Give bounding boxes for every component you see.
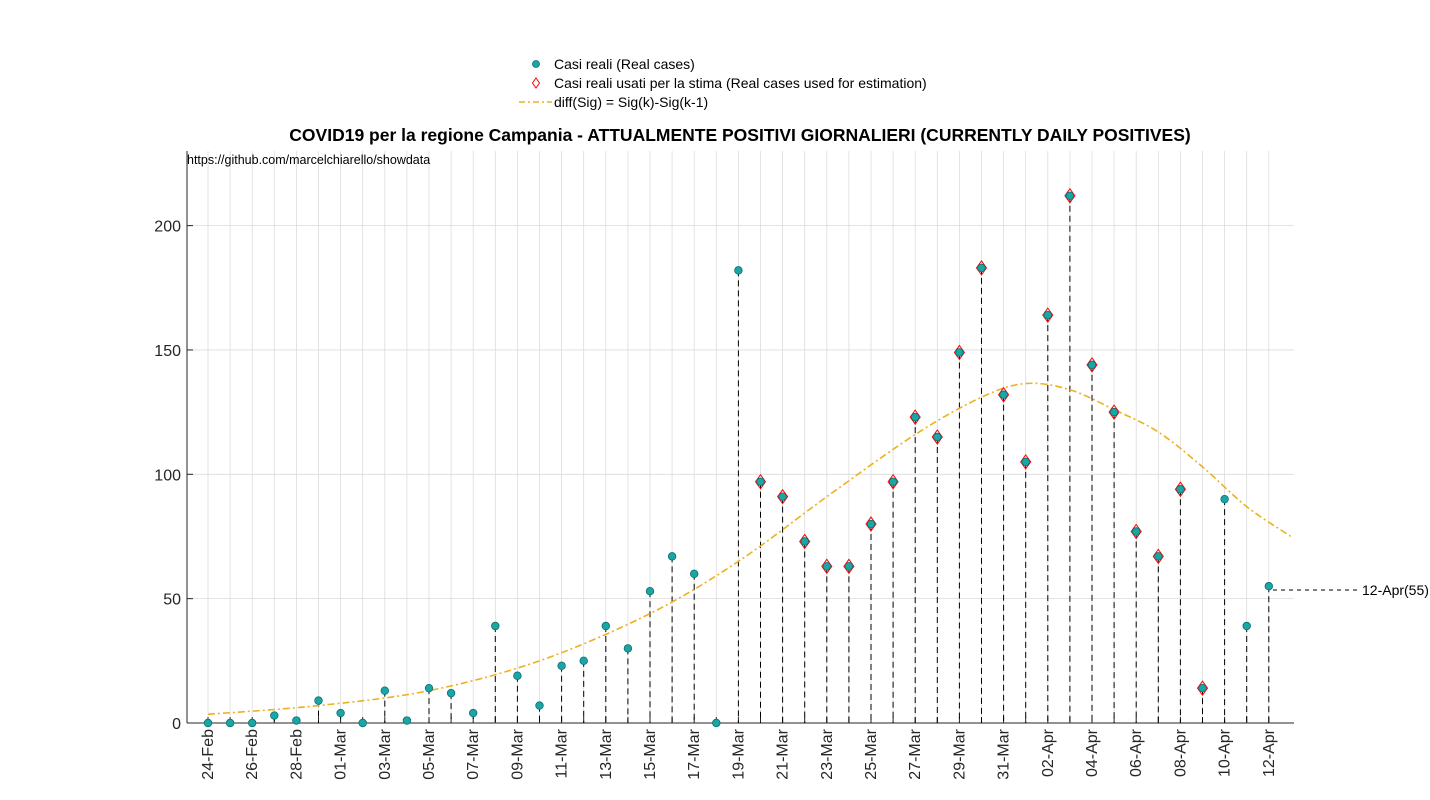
y-tick-label: 0: [172, 716, 181, 733]
real-case-point: [446, 688, 456, 698]
y-axis-ticks: 0 50 100 150 200: [154, 219, 193, 733]
real-case-point: [844, 562, 854, 571]
real-case-point: [1242, 621, 1251, 631]
x-tick-label: 01-Mar: [333, 728, 350, 779]
x-tick-label: 04-Apr: [1084, 728, 1101, 777]
real-case-point: [1087, 360, 1097, 370]
data-points: [203, 187, 1273, 728]
x-tick-label: 07-Mar: [465, 728, 482, 779]
real-case-point: [601, 621, 610, 631]
real-case-point: [911, 412, 920, 422]
real-case-point: [380, 686, 389, 695]
real-case-point: [513, 671, 522, 680]
real-case-point: [1043, 310, 1052, 320]
real-case-point: [888, 477, 898, 486]
real-case-point: [203, 718, 213, 728]
real-case-point: [778, 492, 787, 501]
real-case-point: [1065, 191, 1075, 200]
legend: Casi reali (Real cases) Casi reali usati…: [519, 56, 927, 110]
real-case-point: [535, 701, 544, 710]
real-case-point: [933, 432, 942, 442]
x-tick-label: 05-Mar: [421, 728, 438, 779]
real-case-point: [734, 266, 743, 275]
real-case-point: [225, 718, 235, 728]
real-case-point: [1176, 485, 1185, 494]
fit-curve-line: [207, 382, 1292, 716]
real-case-point: [292, 716, 301, 725]
real-case-point: [402, 716, 412, 725]
real-case-point: [977, 263, 986, 273]
real-case-point: [1021, 457, 1030, 467]
x-tick-label: 11-Mar: [554, 728, 571, 778]
x-axis-ticks: 24-Feb 26-Feb 28-Feb 01-Mar 03-Mar 05-Mar 07-M…: [200, 717, 1278, 780]
x-tick-label: 03-Mar: [377, 728, 394, 779]
real-case-point: [690, 569, 699, 578]
x-tick-label: 13-Mar: [598, 728, 615, 779]
real-case-point: [712, 718, 721, 728]
x-tick-label: 10-Apr: [1217, 728, 1234, 777]
legend-label-estimation: Casi reali usati per la stima (Real case…: [554, 75, 927, 91]
x-tick-label: 21-Mar: [775, 728, 792, 779]
real-case-point: [358, 718, 367, 728]
x-tick-label: 19-Mar: [730, 728, 747, 779]
real-case-point: [1264, 582, 1273, 591]
x-tick-label: 17-Mar: [686, 728, 703, 779]
real-case-point: [623, 644, 633, 653]
real-case-point: [336, 708, 345, 718]
y-tick-label: 100: [154, 467, 181, 484]
real-case-point: [424, 683, 434, 693]
real-case-point: [1220, 494, 1229, 504]
real-case-point: [1131, 527, 1141, 536]
real-case-point: [822, 562, 831, 571]
x-tick-label: 29-Mar: [951, 728, 968, 779]
real-case-point: [1198, 683, 1207, 693]
y-tick-label: 200: [154, 219, 181, 236]
real-case-point: [866, 519, 876, 529]
stem-lines: [273, 195, 1270, 723]
real-case-point: [667, 552, 677, 561]
last-point-annotation: 12-Apr(55): [1273, 582, 1429, 598]
real-case-point: [270, 711, 279, 720]
real-case-point: [1109, 407, 1119, 417]
x-tick-label: 09-Mar: [509, 728, 526, 779]
legend-label-diff-sig: diff(Sig) = Sig(k)-Sig(k-1): [554, 94, 708, 110]
x-tick-label: 06-Apr: [1128, 728, 1145, 777]
real-case-point: [1154, 552, 1163, 561]
legend-marker-estimation: [531, 77, 541, 89]
fit-curve: [207, 382, 1292, 716]
real-case-point: [645, 586, 655, 596]
real-case-point: [800, 537, 809, 546]
y-tick-label: 150: [154, 343, 181, 360]
axes: [186, 151, 1294, 724]
real-case-point: [955, 348, 964, 357]
real-case-point: [999, 390, 1008, 399]
real-case-point: [579, 656, 588, 666]
x-tick-label: 08-Apr: [1172, 728, 1189, 777]
x-tick-label: 31-Mar: [996, 728, 1013, 779]
real-case-point: [247, 718, 257, 728]
grid-lines: [187, 151, 1294, 724]
x-tick-label: 26-Feb: [244, 729, 261, 780]
legend-label-real-cases: Casi reali (Real cases): [554, 56, 695, 72]
x-tick-label: 24-Feb: [200, 729, 217, 780]
x-tick-label: 25-Mar: [863, 728, 880, 779]
x-tick-label: 27-Mar: [907, 728, 924, 779]
last-point-label: 12-Apr(55): [1362, 582, 1429, 598]
source-note: https://github.com/marcelchiarello/showd…: [187, 153, 430, 167]
x-tick-label: 12-Apr: [1261, 728, 1278, 777]
chart-title: COVID19 per la regione Campania - ATTUAL…: [289, 125, 1190, 145]
x-tick-label: 15-Mar: [642, 728, 659, 779]
real-case-point: [756, 477, 765, 486]
real-case-point: [469, 708, 478, 718]
x-tick-label: 02-Apr: [1040, 728, 1057, 777]
real-case-point: [314, 696, 323, 705]
legend-marker-real-cases: [532, 60, 540, 68]
x-tick-label: 28-Feb: [288, 729, 305, 780]
x-tick-label: 23-Mar: [819, 728, 836, 779]
real-case-point: [557, 661, 566, 670]
y-tick-label: 50: [163, 592, 181, 609]
real-case-point: [491, 621, 500, 631]
